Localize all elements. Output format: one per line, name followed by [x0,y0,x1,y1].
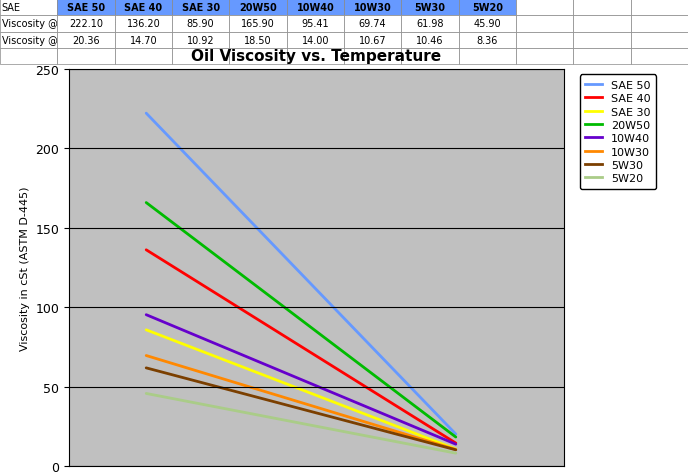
Line: 10W40: 10W40 [146,315,455,444]
20W50 [451,434,460,440]
SAE 40 [451,440,460,446]
Line: 5W20: 5W20 [146,394,455,453]
10W30 [451,446,460,452]
10W30 [142,353,150,358]
SAE 40 [142,248,150,253]
10W40 [142,312,150,318]
Line: 10W30: 10W30 [146,356,455,449]
Line: 5W30: 5W30 [146,368,455,450]
5W30 [142,365,150,371]
5W30 [451,447,460,453]
Line: SAE 40: SAE 40 [146,250,455,443]
Legend: SAE 50, SAE 40, SAE 30, 20W50, 10W40, 10W30, 5W30, 5W20: SAE 50, SAE 40, SAE 30, 20W50, 10W40, 10… [579,75,656,189]
Line: SAE 30: SAE 30 [146,330,455,449]
5W20 [451,450,460,456]
10W40 [451,441,460,447]
Title: Oil Viscosity vs. Temperature: Oil Viscosity vs. Temperature [191,50,442,64]
Line: 20W50: 20W50 [146,203,455,437]
5W20 [142,391,150,397]
SAE 30 [451,446,460,452]
SAE 30 [142,327,150,333]
Y-axis label: Viscosity in cSt (ASTM D-445): Viscosity in cSt (ASTM D-445) [20,186,30,350]
20W50 [142,200,150,206]
